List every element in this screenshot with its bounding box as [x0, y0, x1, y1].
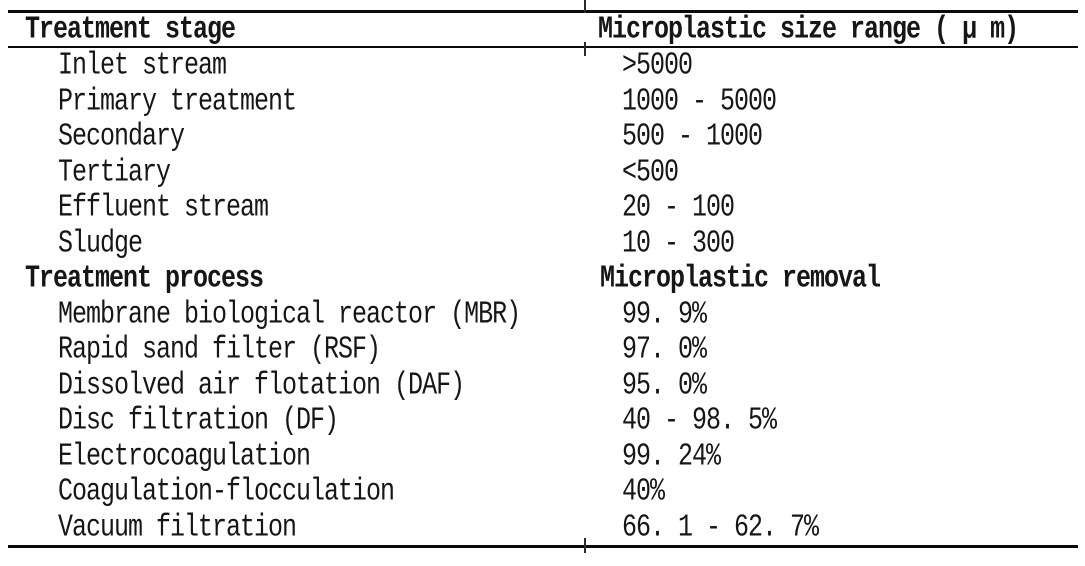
row-value: 99. 24% [598, 438, 1085, 475]
row-value: 66. 1 - 62. 7% [598, 509, 1085, 546]
cell-text: 99. 24% [622, 437, 721, 475]
table-header-row: Treatment stage Microplastic size range … [0, 11, 1085, 48]
table-row: Electrocoagulation 99. 24% [0, 438, 1085, 475]
row-value: 95. 0% [598, 367, 1085, 404]
table-body: Inlet stream >5000 Primary treatment 100… [0, 47, 1085, 546]
row-label: Vacuum filtration [0, 509, 598, 546]
cell-text: >5000 [622, 47, 693, 85]
table-row: Tertiary <500 [0, 154, 1085, 191]
row-label: Dissolved air flotation (DAF) [0, 367, 598, 404]
column-header-treatment-stage: Treatment stage [0, 11, 598, 48]
cell-text: Vacuum filtration [58, 508, 297, 546]
row-label: Inlet stream [0, 47, 598, 84]
cell-text: Tertiary [58, 153, 171, 191]
row-label: Secondary [0, 118, 598, 155]
cell-text: Secondary [58, 118, 185, 156]
row-value: 40 - 98. 5% [598, 402, 1085, 439]
cell-text: Effluent stream [58, 189, 269, 227]
table-row: Membrane biological reactor (MBR) 99. 9% [0, 296, 1085, 333]
row-label: Electrocoagulation [0, 438, 598, 475]
table-row: Rapid sand filter (RSF) 97. 0% [0, 331, 1085, 368]
cell-text: Membrane biological reactor (MBR) [58, 295, 521, 333]
row-value: 40% [598, 473, 1085, 510]
cell-text: 500 - 1000 [622, 118, 763, 156]
cell-text: Electrocoagulation [58, 437, 311, 475]
row-label: Coagulation-flocculation [0, 473, 598, 510]
row-label: Primary treatment [0, 83, 598, 120]
table-row: Primary treatment 1000 - 5000 [0, 83, 1085, 120]
table-row: Sludge 10 - 300 [0, 225, 1085, 262]
cell-text: Disc filtration (DF) [58, 402, 339, 440]
cell-text: 40 - 98. 5% [622, 402, 777, 440]
column-header-text: Treatment stage [25, 10, 236, 48]
cell-text: 97. 0% [622, 331, 707, 369]
row-label: Sludge [0, 225, 598, 262]
table-row: Vacuum filtration 66. 1 - 62. 7% [0, 509, 1085, 546]
cell-text: 95. 0% [622, 366, 707, 404]
column-header-size-range: Microplastic size range ( μ m) [598, 11, 1085, 48]
row-value: 97. 0% [598, 331, 1085, 368]
table-bottom-rule [8, 545, 1078, 548]
column-boundary-tick-middle [584, 42, 586, 56]
table-row: Dissolved air flotation (DAF) 95. 0% [0, 367, 1085, 404]
table-row: Inlet stream >5000 [0, 47, 1085, 84]
row-label: Rapid sand filter (RSF) [0, 331, 598, 368]
column-boundary-tick-top [584, 0, 586, 13]
section-header-treatment-process: Treatment process [0, 260, 598, 297]
cell-text: 10 - 300 [622, 224, 735, 262]
row-value: 1000 - 5000 [598, 83, 1085, 120]
cell-text: 40% [622, 473, 665, 511]
row-value: 99. 9% [598, 296, 1085, 333]
cell-text: <500 [622, 153, 679, 191]
cell-text: 66. 1 - 62. 7% [622, 508, 819, 546]
row-label: Effluent stream [0, 189, 598, 226]
row-label: Disc filtration (DF) [0, 402, 598, 439]
section-header-removal: Microplastic removal [598, 260, 1085, 297]
cell-text: Rapid sand filter (RSF) [58, 331, 381, 369]
cell-text: Inlet stream [58, 47, 227, 85]
column-header-text: Microplastic size range ( μ m) [598, 10, 1019, 48]
cell-text: Treatment process [25, 260, 264, 298]
cell-text: Sludge [58, 224, 143, 262]
row-label: Membrane biological reactor (MBR) [0, 296, 598, 333]
row-value: 500 - 1000 [598, 118, 1085, 155]
table-row: Coagulation-flocculation 40% [0, 473, 1085, 510]
table-row: Secondary 500 - 1000 [0, 118, 1085, 155]
table-row: Effluent stream 20 - 100 [0, 189, 1085, 226]
table-header-separator-rule [8, 46, 1078, 48]
row-label: Tertiary [0, 154, 598, 191]
row-value: 10 - 300 [598, 225, 1085, 262]
table-section-header-row: Treatment process Microplastic removal [0, 260, 1085, 297]
row-value: >5000 [598, 47, 1085, 84]
cell-text: 99. 9% [622, 295, 707, 333]
row-value: <500 [598, 154, 1085, 191]
cell-text: Dissolved air flotation (DAF) [58, 366, 465, 404]
column-boundary-tick-bottom [584, 538, 586, 553]
table-row: Disc filtration (DF) 40 - 98. 5% [0, 402, 1085, 439]
cell-text: Coagulation-flocculation [58, 473, 395, 511]
table-top-rule [8, 10, 1078, 13]
cell-text: Primary treatment [58, 82, 297, 120]
cell-text: 1000 - 5000 [622, 82, 777, 120]
row-value: 20 - 100 [598, 189, 1085, 226]
cell-text: 20 - 100 [622, 189, 735, 227]
cell-text: Microplastic removal [600, 260, 881, 298]
